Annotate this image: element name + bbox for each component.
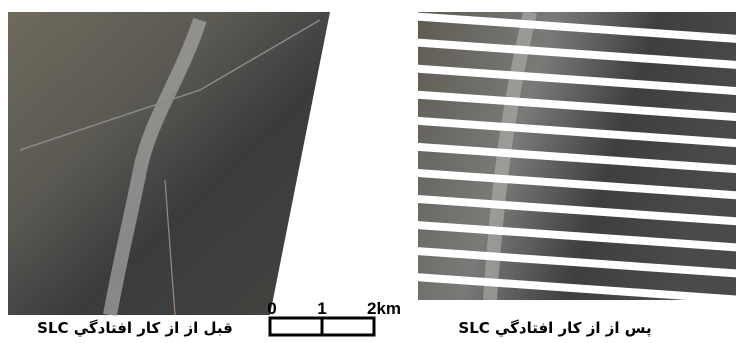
- figure: 0 1 2km قبل از از کار افتادگي SLC پس از …: [0, 0, 744, 343]
- scale-label: 0: [267, 299, 276, 318]
- right-caption: پس از از کار افتادگي SLC: [458, 319, 651, 338]
- left-image: [8, 12, 330, 315]
- scale-bar: 0 1 2km: [267, 299, 401, 335]
- right-image: [391, 12, 744, 304]
- scale-label: 2km: [367, 299, 401, 318]
- scale-label: 1: [317, 299, 326, 318]
- left-caption: قبل از از کار افتادگي SLC: [37, 319, 233, 337]
